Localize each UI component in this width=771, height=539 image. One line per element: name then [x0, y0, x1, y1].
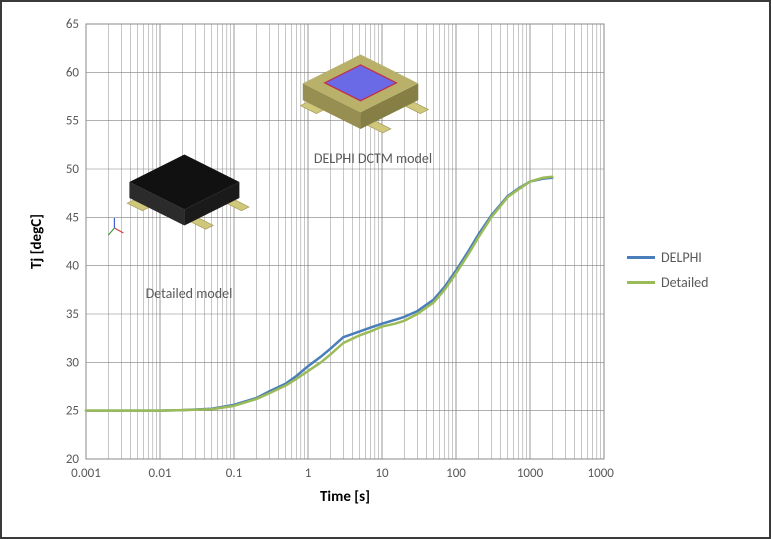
legend-swatch-detailed [627, 281, 655, 284]
svg-text:30: 30 [66, 355, 80, 370]
svg-text:20: 20 [66, 452, 80, 467]
svg-text:55: 55 [66, 114, 79, 129]
svg-text:1000: 1000 [517, 466, 544, 481]
legend: DELPHI Detailed [617, 14, 757, 525]
plot-region: 20 25 30 35 40 45 50 55 60 65 0.001 0.01 0.1 1 10 100 10… [14, 14, 617, 525]
legend-item-detailed: Detailed [627, 274, 757, 291]
svg-text:65: 65 [66, 17, 79, 32]
svg-text:60: 60 [66, 65, 80, 80]
svg-text:100: 100 [446, 466, 466, 481]
svg-text:0.001: 0.001 [71, 466, 101, 481]
legend-label-delphi: DELPHI [661, 249, 702, 266]
chart-svg: 20 25 30 35 40 45 50 55 60 65 0.001 0.01 0.1 1 10 100 10… [14, 14, 614, 524]
svg-text:10: 10 [375, 466, 389, 481]
svg-text:1: 1 [305, 466, 312, 481]
svg-text:10000: 10000 [588, 466, 614, 481]
svg-text:40: 40 [66, 259, 80, 274]
chart-frame: 20 25 30 35 40 45 50 55 60 65 0.001 0.01 0.1 1 10 100 10… [0, 0, 771, 539]
svg-text:0.01: 0.01 [148, 466, 171, 481]
svg-text:25: 25 [66, 404, 79, 419]
svg-text:Time [s]: Time [s] [320, 488, 370, 506]
svg-text:Tj [degC]: Tj [degC] [28, 214, 46, 269]
svg-text:0.1: 0.1 [226, 466, 242, 481]
svg-text:35: 35 [66, 307, 79, 322]
legend-label-detailed: Detailed [661, 274, 708, 291]
legend-swatch-delphi [627, 256, 655, 259]
chart-wrap: 20 25 30 35 40 45 50 55 60 65 0.001 0.01 0.1 1 10 100 10… [14, 14, 757, 525]
svg-text:Detailed model: Detailed model [146, 285, 233, 302]
svg-text:DELPHI DCTM model: DELPHI DCTM model [314, 150, 432, 167]
svg-text:45: 45 [66, 210, 79, 225]
legend-item-delphi: DELPHI [627, 249, 757, 266]
svg-text:50: 50 [66, 162, 80, 177]
